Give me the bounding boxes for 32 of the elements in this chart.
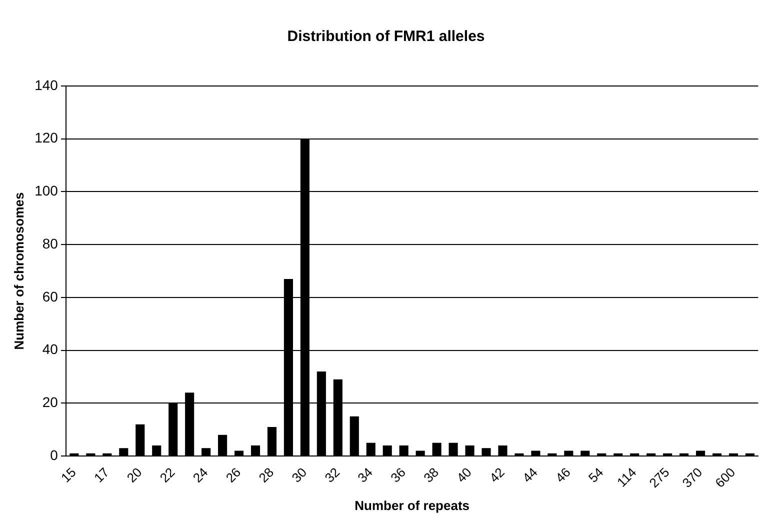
x-tick-label: 42 bbox=[486, 464, 508, 486]
x-tick-label: 20 bbox=[124, 464, 145, 486]
y-tick-label: 20 bbox=[42, 394, 58, 410]
x-tick-label: 38 bbox=[420, 464, 442, 486]
x-tick-label: 275 bbox=[646, 464, 672, 491]
x-tick-label: 15 bbox=[58, 464, 79, 486]
x-tick-label: 600 bbox=[712, 464, 738, 491]
x-tick-label: 54 bbox=[585, 464, 606, 486]
x-tick-label: 32 bbox=[322, 464, 343, 486]
y-tick-label: 0 bbox=[50, 446, 58, 463]
x-tick-label: 24 bbox=[190, 464, 211, 486]
y-tick-label: 100 bbox=[34, 182, 58, 199]
y-tick-label: 80 bbox=[42, 235, 58, 252]
y-tick-label: 140 bbox=[34, 76, 58, 93]
x-tick-label: 28 bbox=[256, 464, 277, 486]
x-tick-label: 26 bbox=[222, 464, 244, 486]
y-tick-label: 120 bbox=[34, 130, 58, 146]
x-tick-label: 22 bbox=[156, 464, 178, 486]
x-tick-label: 40 bbox=[454, 464, 474, 486]
x-tick-label: 114 bbox=[614, 464, 640, 490]
y-tick-label: 60 bbox=[42, 288, 58, 304]
x-axis-title: Number of repeats bbox=[354, 498, 470, 513]
x-tick-label: 46 bbox=[552, 464, 574, 486]
x-tick-label: 30 bbox=[288, 464, 310, 486]
x-tick-label: 36 bbox=[388, 464, 408, 486]
chart-title: Distribution of FMR1 alleles bbox=[287, 28, 485, 46]
y-axis-title: Number of chromosomes bbox=[11, 192, 26, 350]
x-tick-label: 370 bbox=[679, 464, 706, 491]
x-tick-label: 44 bbox=[520, 464, 540, 486]
x-tick-label: 34 bbox=[354, 464, 376, 486]
x-tick-label: 17 bbox=[90, 464, 112, 486]
y-tick-label: 40 bbox=[42, 341, 58, 358]
